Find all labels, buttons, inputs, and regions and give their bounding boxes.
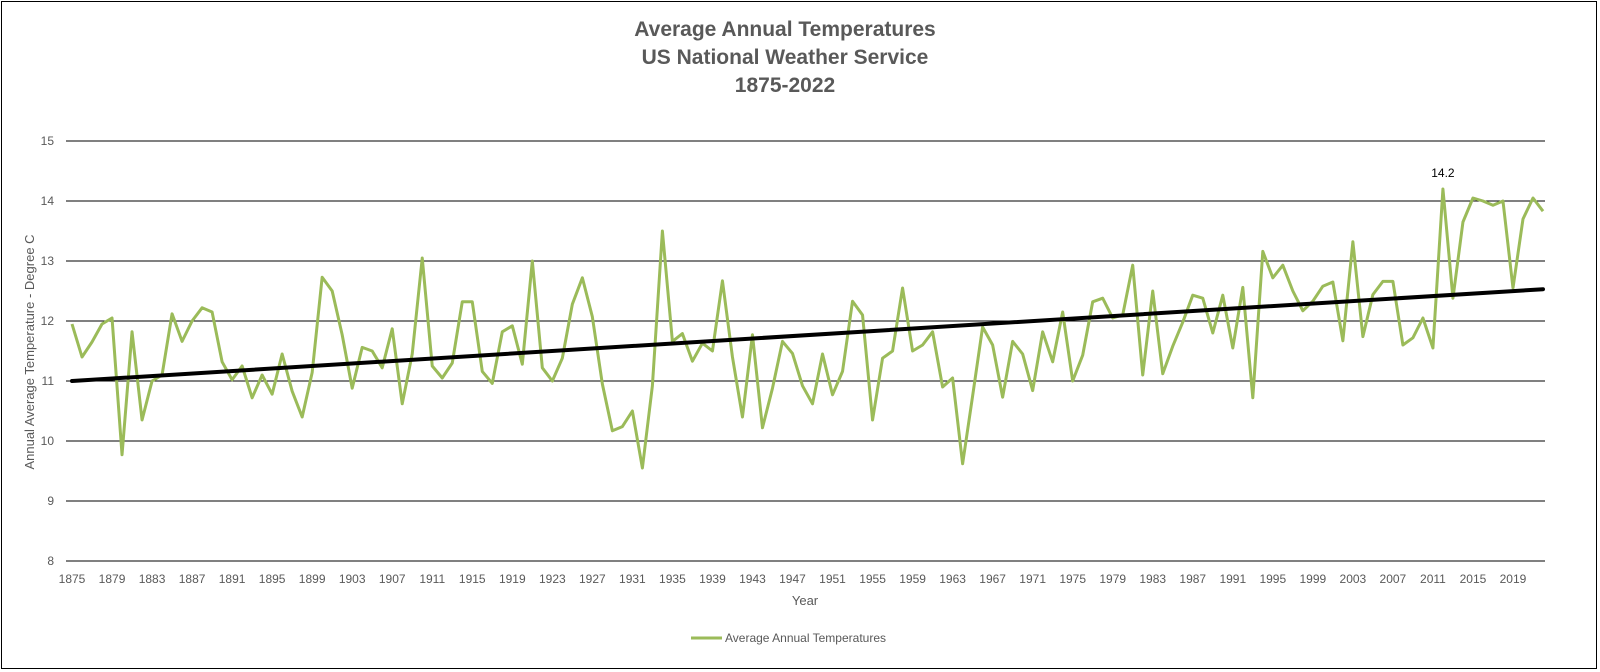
x-tick-label: 1875 <box>59 572 86 586</box>
series-layer <box>70 187 1545 470</box>
y-tick-label: 10 <box>41 434 55 448</box>
data-label-layer: 14.2 <box>1431 166 1455 180</box>
x-tick-label: 1991 <box>1219 572 1246 586</box>
x-tick-label: 1987 <box>1179 572 1206 586</box>
y-tick-label: 12 <box>41 314 55 328</box>
gridlines <box>66 140 1545 562</box>
x-tick-label: 1939 <box>699 572 726 586</box>
y-tick-label: 13 <box>41 254 55 268</box>
x-tick-label: 2007 <box>1380 572 1407 586</box>
x-tick-label: 1951 <box>819 572 846 586</box>
x-axis-ticks: 1875 1879 1883 1887 1891 1895 1899 1903 1907 1911… <box>59 572 1527 586</box>
y-tick-label: 15 <box>41 134 55 148</box>
x-tick-label: 1899 <box>299 572 326 586</box>
x-tick-label: 1895 <box>259 572 286 586</box>
legend: Average Annual Temperatures <box>691 631 886 645</box>
y-axis-title: Annual Average Temperature - Degree C <box>22 234 37 469</box>
x-tick-label: 1979 <box>1099 572 1126 586</box>
x-tick-label: 1963 <box>939 572 966 586</box>
x-tick-label: 1919 <box>499 572 526 586</box>
y-tick-label: 14 <box>41 194 55 208</box>
x-tick-label: 1883 <box>139 572 166 586</box>
x-tick-label: 1879 <box>99 572 126 586</box>
x-tick-label: 1907 <box>379 572 406 586</box>
x-tick-label: 1915 <box>459 572 486 586</box>
x-tick-label: 1887 <box>179 572 206 586</box>
x-tick-label: 1935 <box>659 572 686 586</box>
y-tick-label: 9 <box>47 494 54 508</box>
x-tick-label: 1967 <box>979 572 1006 586</box>
trendline-layer <box>70 287 1545 383</box>
legend-label: Average Annual Temperatures <box>725 631 886 645</box>
x-tick-label: 1983 <box>1139 572 1166 586</box>
x-tick-label: 1927 <box>579 572 606 586</box>
data-label-max: 14.2 <box>1431 166 1455 180</box>
x-axis-title: Year <box>792 593 819 608</box>
series-line-average-annual-temperatures <box>70 187 1545 470</box>
x-tick-label: 1959 <box>899 572 926 586</box>
linear-trendline <box>70 287 1545 383</box>
x-tick-label: 1971 <box>1019 572 1046 586</box>
x-tick-label: 1923 <box>539 572 566 586</box>
x-tick-label: 1903 <box>339 572 366 586</box>
chart-title-line-2: US National Weather Service <box>642 46 929 69</box>
x-tick-label: 1995 <box>1259 572 1286 586</box>
x-tick-label: 1955 <box>859 572 886 586</box>
x-tick-label: 1931 <box>619 572 646 586</box>
x-tick-label: 2011 <box>1420 572 1446 586</box>
x-tick-label: 1999 <box>1299 572 1326 586</box>
x-tick-label: 2015 <box>1460 572 1487 586</box>
chart-title-line-1: Average Annual Temperatures <box>634 18 936 41</box>
x-tick-label: 1947 <box>779 572 806 586</box>
x-tick-label: 1911 <box>419 572 445 586</box>
y-axis-ticks: 8 9 10 11 12 13 14 15 <box>41 134 55 568</box>
y-tick-label: 11 <box>42 374 55 388</box>
x-tick-label: 2003 <box>1340 572 1367 586</box>
x-tick-label: 1943 <box>739 572 766 586</box>
y-tick-label: 8 <box>47 554 54 568</box>
chart-title-line-3: 1875-2022 <box>735 74 835 97</box>
x-tick-label: 1975 <box>1059 572 1086 586</box>
x-tick-label: 2019 <box>1500 572 1527 586</box>
x-tick-label: 1891 <box>219 572 246 586</box>
